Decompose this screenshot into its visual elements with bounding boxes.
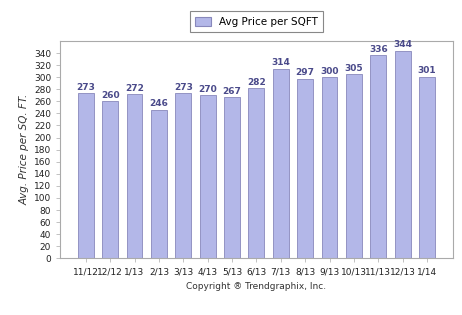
Text: 273: 273: [76, 83, 95, 92]
Text: 272: 272: [125, 83, 144, 93]
Bar: [127, 94, 142, 258]
X-axis label: Copyright ® Trendgraphix, Inc.: Copyright ® Trendgraphix, Inc.: [186, 282, 327, 291]
Bar: [224, 97, 240, 258]
Bar: [102, 101, 118, 258]
Bar: [395, 51, 411, 258]
Bar: [273, 69, 289, 258]
Bar: [297, 79, 313, 258]
Text: 344: 344: [393, 40, 412, 49]
Text: 301: 301: [418, 66, 436, 75]
Text: 300: 300: [320, 67, 339, 76]
Bar: [249, 88, 264, 258]
Text: 314: 314: [271, 58, 290, 67]
Text: 246: 246: [150, 99, 168, 108]
Text: 305: 305: [345, 64, 363, 73]
Bar: [176, 94, 191, 258]
Text: 267: 267: [223, 87, 242, 95]
Bar: [346, 74, 362, 258]
Bar: [419, 77, 435, 258]
Text: 297: 297: [296, 68, 315, 77]
Text: 270: 270: [198, 85, 217, 94]
Bar: [151, 110, 167, 258]
Legend: Avg Price per SQFT: Avg Price per SQFT: [190, 11, 323, 32]
Text: 260: 260: [101, 91, 120, 100]
Bar: [371, 55, 386, 258]
Text: 282: 282: [247, 77, 266, 87]
Y-axis label: Avg. Price per SQ. FT.: Avg. Price per SQ. FT.: [19, 94, 30, 205]
Bar: [78, 94, 94, 258]
Text: 273: 273: [174, 83, 193, 92]
Bar: [322, 77, 337, 258]
Text: 336: 336: [369, 45, 388, 54]
Bar: [200, 95, 216, 258]
